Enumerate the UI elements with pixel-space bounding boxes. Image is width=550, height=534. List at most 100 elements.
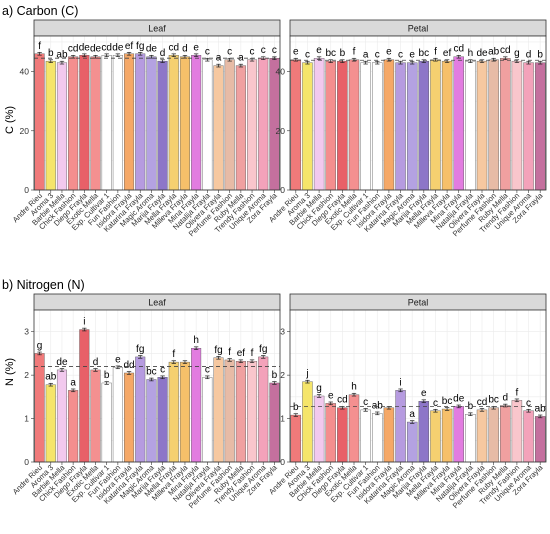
data-label: cd — [68, 44, 79, 55]
y-tick-label: 40 — [20, 67, 30, 77]
bar — [202, 59, 213, 191]
data-label: bc — [146, 366, 157, 377]
bar — [511, 60, 523, 191]
bar — [418, 401, 430, 463]
facet-strip-label: Petal — [408, 24, 429, 34]
bar — [534, 416, 546, 463]
data-label: a — [363, 50, 369, 61]
data-label: cd — [500, 45, 511, 56]
bar — [430, 410, 441, 463]
bar — [360, 409, 371, 463]
data-label: g — [37, 340, 43, 351]
bar — [90, 56, 101, 191]
bar — [383, 407, 395, 463]
bar — [224, 359, 235, 463]
bar — [488, 407, 499, 463]
data-label: c — [227, 47, 232, 58]
data-label: h — [351, 382, 357, 393]
data-label: ab — [488, 47, 500, 58]
data-label: h — [468, 48, 474, 59]
data-label: d — [160, 48, 166, 59]
bar — [325, 60, 336, 191]
bar — [191, 348, 202, 463]
bar — [511, 400, 523, 463]
data-label: g — [316, 383, 322, 394]
bar — [290, 59, 302, 191]
bar — [45, 60, 56, 191]
data-label: bc — [419, 48, 430, 59]
bar — [302, 381, 313, 463]
carbon-y-axis-title: C (%) — [4, 106, 16, 134]
bar — [269, 58, 280, 191]
data-label: e — [193, 42, 199, 53]
bar — [247, 361, 258, 463]
bar — [269, 382, 280, 463]
nitrogen-section-title: b) Nitrogen (N) — [2, 278, 85, 292]
data-label: g — [514, 48, 520, 59]
data-label: ab — [372, 400, 384, 411]
bar — [135, 356, 146, 463]
bar — [476, 409, 488, 463]
bar — [191, 55, 202, 191]
bar — [465, 60, 476, 191]
data-label: c — [205, 47, 210, 58]
data-label: c — [363, 397, 368, 408]
data-label: f — [172, 349, 175, 360]
y-tick-label: 0 — [280, 457, 285, 467]
bar — [500, 405, 511, 463]
data-label: c — [305, 50, 310, 61]
data-label: j — [305, 369, 308, 380]
data-label: b — [293, 402, 299, 413]
data-label: f — [228, 347, 231, 358]
data-label: ef — [237, 348, 246, 359]
y-tick-label: 0 — [280, 185, 285, 195]
bar — [168, 361, 179, 463]
bar — [453, 56, 464, 191]
data-label: fg — [136, 41, 144, 52]
facet-strip-label: Leaf — [148, 24, 166, 34]
data-label: de — [56, 357, 68, 368]
data-label: b — [272, 370, 278, 381]
data-label: ab — [535, 403, 547, 414]
data-label: e — [316, 45, 322, 56]
data-label: de — [476, 48, 488, 59]
panel-border — [289, 35, 547, 191]
data-label: cd — [453, 44, 464, 55]
data-label: cd — [168, 42, 179, 53]
data-label: de — [453, 393, 465, 404]
y-tick-label: 40 — [276, 67, 286, 77]
bar — [146, 379, 157, 463]
bar — [290, 414, 302, 463]
data-label: c — [160, 364, 165, 375]
bar — [213, 65, 224, 191]
bar — [348, 59, 360, 191]
data-label: fg — [259, 344, 267, 355]
data-label: ab — [56, 50, 68, 61]
bar — [395, 390, 406, 463]
bar — [112, 55, 123, 191]
panel-border — [289, 309, 547, 463]
bar — [476, 60, 488, 191]
data-label: b — [340, 48, 346, 59]
bar — [258, 356, 269, 463]
bar — [337, 407, 348, 463]
bar — [124, 53, 135, 191]
data-label: cd — [101, 42, 112, 53]
bar — [168, 55, 179, 191]
bar — [101, 382, 112, 463]
bar — [79, 329, 90, 463]
bar — [360, 62, 371, 191]
data-label: d — [502, 393, 508, 404]
data-label: a — [70, 377, 76, 388]
y-tick-label: 2 — [280, 370, 285, 380]
bar — [34, 53, 45, 191]
bar — [406, 62, 418, 191]
bar — [465, 414, 476, 463]
y-tick-label: 2 — [24, 370, 29, 380]
bar — [179, 56, 190, 191]
data-label: cd — [477, 397, 488, 408]
y-tick-label: 20 — [20, 126, 30, 136]
bar — [441, 408, 453, 463]
